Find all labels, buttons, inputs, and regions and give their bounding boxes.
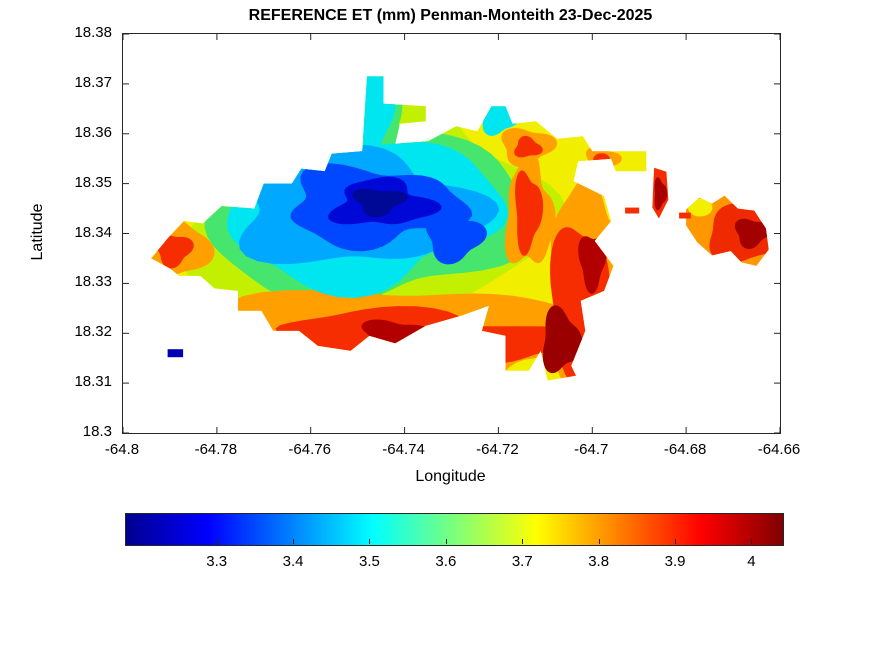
contour-map-canvas — [123, 34, 780, 433]
plot-area — [122, 33, 781, 434]
colorbar-tick-mark — [598, 539, 600, 544]
main-island-red-northeast — [514, 135, 543, 158]
main-island-blue-pocket-east — [425, 214, 487, 265]
main-island-red-west-tip — [154, 234, 194, 269]
colorbar-tick-mark — [216, 539, 218, 544]
colorbar-tick-label: 3.8 — [588, 553, 610, 570]
colorbar-tick-mark — [675, 539, 677, 544]
y-tick-label: 18.36 — [74, 123, 112, 141]
main-island-darkred-se-lobe — [578, 236, 608, 294]
east-end-cay-darkred-core — [734, 218, 769, 249]
mid-east-dash-outline — [625, 207, 640, 214]
x-tick-label: -64.74 — [382, 441, 425, 458]
colorbar-tick-label: 4 — [747, 553, 756, 570]
main-island-deepblue-min — [352, 188, 408, 218]
colorbar-tick-mark — [369, 539, 371, 544]
y-tick-label: 18.34 — [74, 223, 112, 241]
x-tick-label: -64.72 — [476, 441, 519, 458]
colorbar-tick-label: 3.3 — [206, 553, 228, 570]
x-tick-label: -64.7 — [574, 441, 609, 458]
chart-title: REFERENCE ET (mm) Penman-Monteith 23-Dec… — [248, 7, 653, 24]
colorbar-tick-mark — [293, 539, 295, 544]
x-tick-label: -64.78 — [194, 441, 238, 458]
colorbar-tick-label: 3.6 — [435, 553, 457, 570]
colorbar-tick-label: 3.4 — [282, 553, 304, 570]
east-inner-cay-darkred-core — [654, 177, 668, 211]
y-tick-label: 18.33 — [74, 273, 112, 291]
colorbar — [125, 513, 784, 546]
colorbar-tick-mark — [445, 539, 447, 544]
east-end-cay-contours — [688, 198, 769, 263]
east-inner-cay-contours — [654, 177, 668, 211]
west-islet-outline — [167, 349, 184, 358]
colorbar-tick-mark — [751, 539, 753, 544]
east-dash-outline — [679, 212, 691, 219]
x-tick-label: -64.76 — [288, 441, 331, 458]
x-tick-label: -64.8 — [104, 441, 140, 458]
main-island-orange-south-band — [228, 290, 646, 381]
main-island-darkred-south-east — [542, 305, 583, 374]
east-end-cay-yellow-fringe — [688, 198, 713, 217]
y-tick-label: 18.38 — [74, 24, 112, 41]
x-tick-label: -64.68 — [663, 441, 707, 458]
y-tick-label: 18.31 — [74, 373, 112, 391]
main-island-contours — [151, 76, 646, 381]
main-island-red-central-east — [515, 170, 544, 256]
colorbar-tick-label: 3.5 — [359, 553, 380, 570]
x-axis-label: Longitude — [415, 468, 486, 485]
main-island-red-east-strip — [593, 153, 611, 167]
colorbar-tick-mark — [522, 539, 524, 544]
y-tick-label: 18.32 — [74, 323, 112, 341]
y-tick-label: 18.3 — [82, 423, 112, 440]
colorbar-tick-label: 3.7 — [511, 553, 533, 570]
colorbar-tick-label: 3.9 — [664, 553, 686, 570]
y-tick-label: 18.35 — [74, 173, 112, 191]
x-tick-label: -64.66 — [757, 441, 801, 458]
y-tick-label: 18.37 — [74, 73, 112, 91]
